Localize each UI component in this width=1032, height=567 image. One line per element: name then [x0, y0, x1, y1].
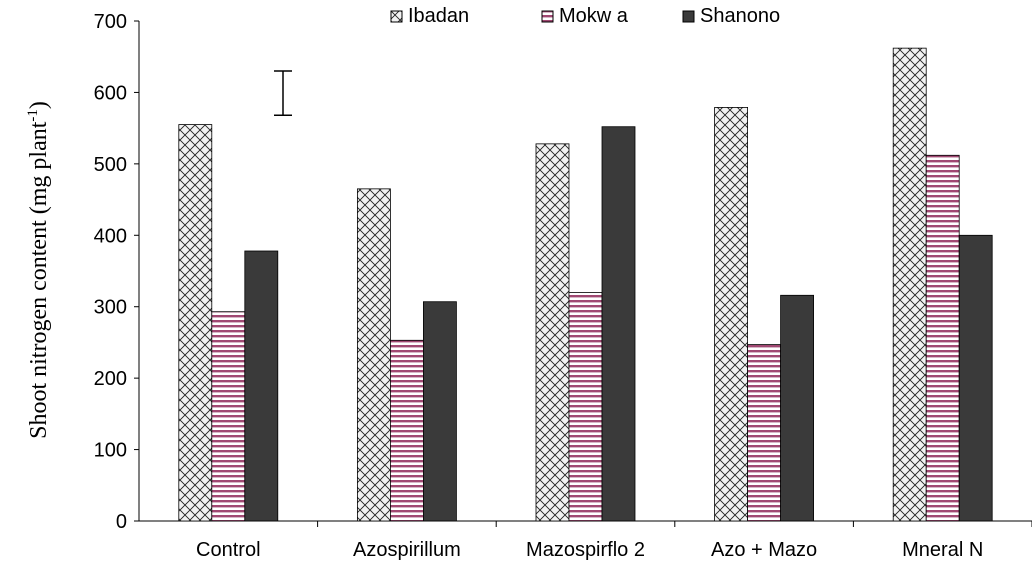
y-tick-label: 600 [94, 82, 127, 104]
x-category-label: Mazospirflo 2 [526, 539, 645, 561]
legend-item: Mokw a [541, 5, 629, 27]
bar-ibadan [535, 143, 570, 522]
y-tick-label: 0 [116, 511, 127, 533]
legend-swatch [682, 10, 695, 23]
y-axis-label: Shoot nitrogen content (mg plant-1) [25, 101, 52, 439]
y-tick-label: 400 [94, 225, 127, 247]
legend-label: Mokw a [559, 5, 629, 27]
bar-ibadan [714, 107, 748, 522]
bar-shanono [244, 250, 279, 522]
y-tick-label: 100 [94, 440, 127, 462]
bar-shanono [601, 126, 636, 522]
axes: 0 100 200 300 400 500 600 700 Control Azospirillu… [94, 11, 1032, 561]
bar-mokwa [211, 311, 246, 522]
bar-shanono [422, 301, 457, 522]
bar-mokwa [389, 339, 424, 522]
legend-swatch [541, 10, 554, 23]
x-category-label: Azo + Mazo [711, 539, 817, 561]
y-axis-label-superscript: -1 [25, 109, 41, 122]
bar-mokwa [925, 154, 960, 522]
legend-item: Shanono [682, 5, 780, 27]
bar-mokwa [568, 292, 603, 522]
x-category-label: Control [196, 539, 260, 561]
x-category-label: Mneral N [902, 539, 983, 561]
bar-shanono [958, 234, 993, 522]
bars [178, 47, 993, 522]
y-axis-label-suffix: ) [26, 101, 52, 109]
y-tick-label: 700 [94, 11, 127, 33]
bar-ibadan [892, 47, 927, 522]
bar-ibadan [356, 188, 391, 522]
legend-swatch [390, 10, 403, 23]
y-tick-label: 500 [94, 154, 127, 176]
y-tick-label: 200 [94, 368, 127, 390]
y-axis-label-text: Shoot nitrogen content (mg plant [26, 121, 52, 439]
legend-label: Shanono [700, 5, 780, 27]
legend-item: Ibadan [390, 5, 469, 27]
bar-shanono [780, 294, 814, 522]
bar-ibadan [178, 124, 213, 522]
legend: Ibadan Mokw a Shanono [390, 5, 780, 27]
legend-label: Ibadan [408, 5, 469, 27]
bar-mokwa [747, 344, 781, 522]
x-category-label: Azospirillum [353, 539, 461, 561]
y-tick-label: 300 [94, 297, 127, 319]
error-bar [274, 70, 292, 117]
